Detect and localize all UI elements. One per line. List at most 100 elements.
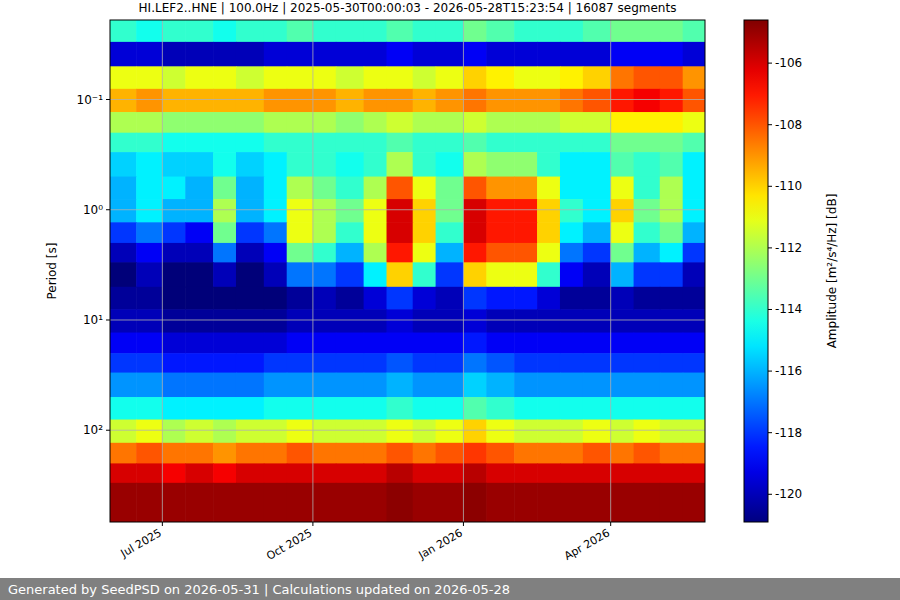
cell — [110, 397, 137, 420]
cell — [236, 262, 264, 287]
cell — [136, 309, 163, 333]
cell — [162, 483, 186, 522]
cell — [110, 89, 137, 113]
cell — [683, 199, 705, 223]
cell — [236, 152, 264, 177]
cell — [611, 373, 635, 398]
cell — [336, 112, 364, 133]
cell — [634, 243, 661, 263]
cell — [336, 42, 364, 67]
cell — [313, 42, 337, 67]
cell — [236, 483, 264, 522]
cell — [185, 287, 213, 310]
cell — [683, 20, 705, 42]
cell — [287, 287, 314, 310]
cell — [611, 443, 635, 464]
cell — [313, 66, 337, 89]
cell — [413, 420, 437, 444]
cell — [185, 309, 213, 333]
cell — [560, 177, 584, 200]
cell — [486, 199, 514, 223]
cell — [486, 443, 514, 464]
cell — [583, 353, 611, 373]
cell — [236, 20, 264, 42]
tick — [312, 522, 313, 526]
cell — [683, 353, 705, 373]
cell — [387, 199, 414, 223]
colorbar-title: Amplitude [m²/s⁴/Hz] [dB] — [825, 194, 839, 349]
cell — [463, 20, 487, 42]
cell — [313, 243, 337, 263]
cell — [683, 152, 705, 177]
cell — [136, 133, 163, 153]
cell — [236, 222, 264, 243]
cell — [387, 177, 414, 200]
cell — [264, 373, 288, 398]
cell — [486, 333, 514, 354]
cell — [264, 420, 288, 444]
colorbar-tick-label: -116 — [775, 364, 802, 378]
cell — [514, 89, 538, 113]
cell — [236, 287, 264, 310]
cell — [162, 333, 186, 354]
cell — [162, 66, 186, 89]
cell — [514, 397, 538, 420]
cell — [110, 222, 137, 243]
cell — [486, 287, 514, 310]
cell — [560, 89, 584, 113]
cell — [537, 287, 561, 310]
cell — [185, 373, 213, 398]
cell — [185, 20, 213, 42]
cell — [436, 333, 464, 354]
cell — [287, 397, 314, 420]
cell — [213, 112, 237, 133]
cell — [413, 112, 437, 133]
cell — [486, 373, 514, 398]
cell — [387, 463, 414, 483]
cell — [110, 177, 137, 200]
cell — [660, 199, 684, 223]
cell — [683, 373, 705, 398]
grid-line — [110, 99, 705, 100]
cell — [514, 353, 538, 373]
cell — [683, 112, 705, 133]
cell — [185, 353, 213, 373]
cell — [264, 133, 288, 153]
cell — [486, 89, 514, 113]
cell — [336, 333, 364, 354]
cell — [413, 287, 437, 310]
colorbar-tick — [768, 247, 772, 248]
cell — [611, 133, 635, 153]
cell — [136, 373, 163, 398]
cell — [683, 243, 705, 263]
colorbar-tick-label: -120 — [775, 487, 802, 501]
cell — [611, 262, 635, 287]
cell — [162, 222, 186, 243]
cell — [185, 483, 213, 522]
cell — [537, 112, 561, 133]
cell — [413, 373, 437, 398]
cell — [463, 373, 487, 398]
cell — [387, 152, 414, 177]
cell — [336, 20, 364, 42]
cell — [236, 177, 264, 200]
cell — [463, 443, 487, 464]
cell — [436, 420, 464, 444]
cell — [486, 397, 514, 420]
cell — [162, 133, 186, 153]
cell — [583, 243, 611, 263]
colorbar-tick-label: -112 — [775, 241, 802, 255]
cell — [611, 199, 635, 223]
cell — [236, 353, 264, 373]
cell — [387, 373, 414, 398]
cell — [136, 112, 163, 133]
cell — [611, 89, 635, 113]
cell — [537, 333, 561, 354]
cell — [514, 66, 538, 89]
tick — [106, 209, 110, 210]
cell — [110, 42, 137, 67]
cell — [436, 483, 464, 522]
cell — [634, 420, 661, 444]
cell — [236, 333, 264, 354]
colorbar-tick-label: -108 — [775, 118, 802, 132]
